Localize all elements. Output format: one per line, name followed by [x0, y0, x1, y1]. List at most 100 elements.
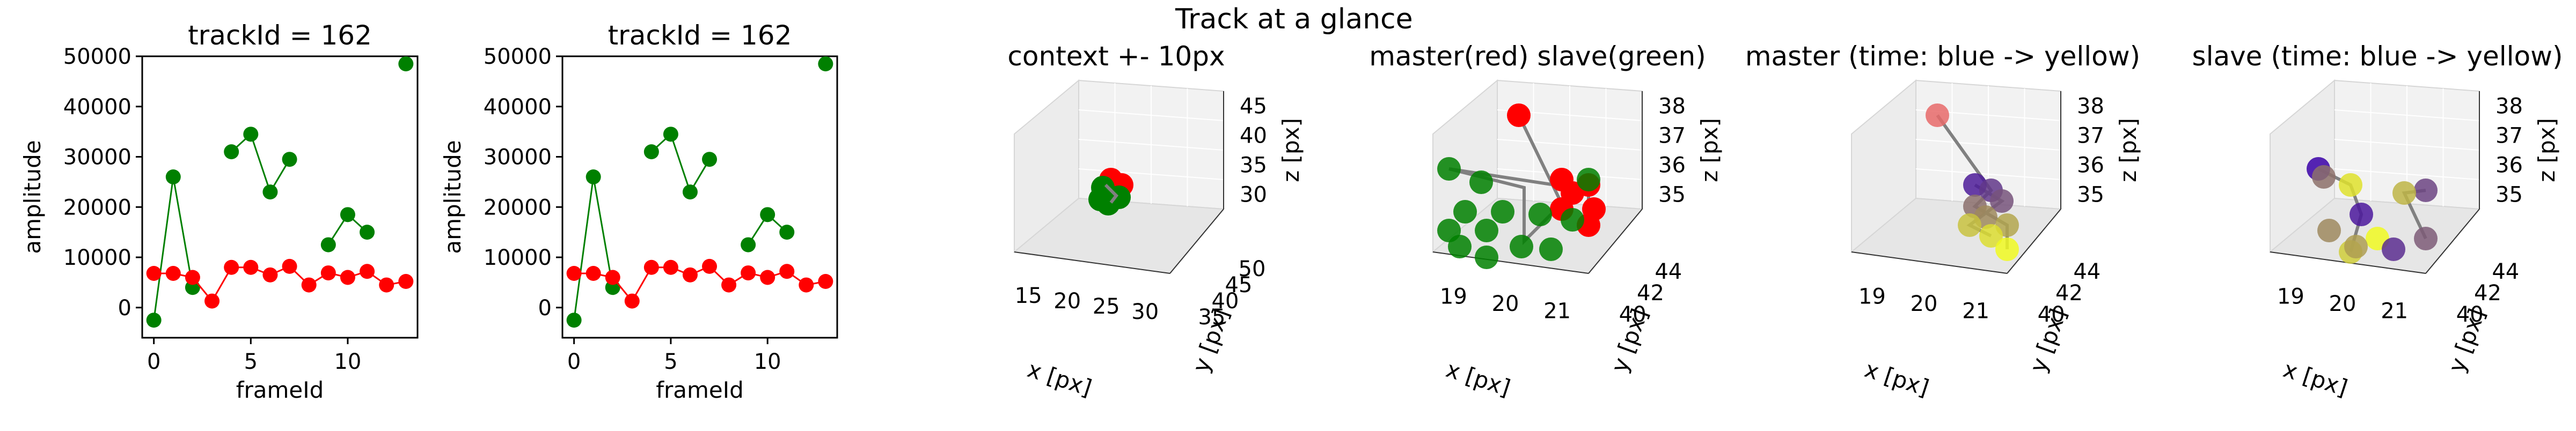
- chart-title: master(red) slave(green): [1369, 41, 1706, 72]
- z-tick-label: 35: [2077, 183, 2104, 207]
- x-tick-label: 10: [334, 350, 361, 374]
- series-line-green: [231, 132, 290, 194]
- data-point-green: [741, 237, 756, 252]
- x-axis-line: [1851, 251, 2008, 274]
- y-tick-label: 20000: [63, 195, 131, 220]
- x-axis-label: x [px]: [1024, 356, 1095, 401]
- plot-frame: [141, 55, 419, 339]
- data-point-green: [340, 207, 355, 222]
- data-point-red: [204, 293, 220, 309]
- slave-point: [2414, 227, 2438, 250]
- slave-point: [1448, 235, 1472, 258]
- x-tick-label: 25: [1093, 294, 1120, 319]
- x-tick-label: 10: [754, 350, 781, 374]
- y-tick-label: 42: [1637, 281, 1664, 306]
- chart-title: trackId = 162: [608, 20, 792, 51]
- y-axis-label: amplitude: [19, 140, 46, 254]
- z-axis-label: z [px]: [2115, 118, 2141, 182]
- z-tick-label: 45: [1240, 94, 1267, 119]
- y-axis-line: [1588, 209, 1643, 274]
- slave-point: [1475, 219, 1498, 242]
- amplitude-plot-2: trackId = 162 frameId amplitude 0 5 10 0 10000 2…: [440, 20, 838, 403]
- data-point-red: [340, 270, 355, 285]
- x-tick-label: 5: [664, 350, 677, 374]
- z-tick-label: 37: [1658, 124, 1686, 148]
- slave-point: [1453, 200, 1477, 224]
- 3d-plot-3: master (time: blue -> yellow) 19 20 21 x [px…: [1745, 41, 2141, 401]
- z-axis-label: z [px]: [1696, 118, 1723, 182]
- x-tick-label: 5: [244, 350, 258, 374]
- y-axis-line: [1169, 209, 1224, 274]
- data-point-green: [282, 152, 297, 167]
- slave-point: [1469, 170, 1493, 194]
- master-point: [1979, 224, 2003, 248]
- data-point-green: [262, 184, 278, 200]
- data-point-red: [721, 277, 737, 293]
- x-axis-line: [1014, 251, 1170, 274]
- z-tick-label: 38: [1658, 94, 1686, 119]
- x-axis-label: x [px]: [2280, 356, 2351, 401]
- x-tick-label: 20: [1911, 292, 1938, 316]
- data-point-green: [243, 127, 259, 142]
- data-point-red: [243, 259, 259, 275]
- data-point-red: [224, 259, 239, 275]
- master-point: [1990, 189, 2014, 213]
- x-tick-label: 21: [1543, 299, 1571, 323]
- x-tick-label: 19: [2277, 285, 2304, 309]
- chart-title: context +- 10px: [1007, 41, 1225, 72]
- z-tick-label: 40: [1240, 124, 1267, 148]
- y-tick-label: 30000: [63, 145, 131, 170]
- data-point-red: [379, 277, 394, 293]
- z-tick-label: 35: [1240, 153, 1267, 178]
- data-point-red: [663, 259, 678, 275]
- slave-point: [1510, 235, 1533, 258]
- amplitude-plot-1: trackId = 162 frameId amplitude 0 5 10 0 10000 2…: [19, 20, 419, 403]
- z-tick-label: 30: [1240, 183, 1267, 207]
- data-point-green: [165, 169, 181, 184]
- z-tick-label: 38: [2496, 94, 2523, 119]
- track-line: [1104, 183, 1118, 204]
- y-axis-label: y [px]: [2443, 305, 2490, 376]
- y-tick-label: 30000: [484, 145, 552, 170]
- y-tick-label: 44: [2073, 259, 2101, 284]
- data-point-red: [605, 270, 620, 285]
- chart-title: slave (time: blue -> yellow): [2192, 41, 2563, 72]
- x-axis-label: frameId: [236, 377, 324, 403]
- x-tick-label: 20: [1053, 289, 1081, 314]
- slave-point: [2312, 165, 2336, 189]
- master-point: [1582, 197, 1606, 221]
- data-point-green: [682, 184, 698, 200]
- y-tick-label: 45: [1225, 273, 1253, 298]
- figure-suptitle: Track at a glance: [1175, 3, 1413, 35]
- master-point: [1926, 103, 1949, 127]
- y-tick-label: 40: [1212, 289, 1239, 314]
- y-tick-label: 20000: [484, 195, 552, 220]
- y-tick-label: 0: [118, 296, 131, 321]
- data-point-green: [224, 144, 239, 160]
- y-tick-label: 42: [2474, 281, 2501, 306]
- y-tick-label: 0: [538, 296, 552, 321]
- y-tick-label: 40: [1619, 302, 1646, 327]
- x-tick-label: 30: [1131, 300, 1159, 324]
- y-tick-label: 44: [2492, 259, 2519, 284]
- grid-line: [2334, 109, 2480, 121]
- data-point-green: [760, 207, 775, 222]
- slave-point: [2339, 173, 2362, 197]
- plot-frame: [561, 55, 838, 339]
- z-axis-label: z [px]: [1278, 118, 1304, 182]
- data-point-green: [360, 225, 375, 240]
- data-point-green: [779, 225, 795, 240]
- y-axis-line: [2007, 209, 2061, 274]
- x-tick-label: 0: [567, 350, 581, 374]
- data-point-red: [818, 274, 833, 289]
- y-tick-label: 40: [2038, 302, 2065, 327]
- data-point-red: [282, 258, 297, 274]
- context-points: [1088, 168, 1133, 216]
- data-point-green: [818, 56, 833, 72]
- x-tick-label: 21: [1962, 299, 1989, 323]
- data-point-red: [741, 265, 756, 281]
- master-slave-points: [1437, 103, 1606, 269]
- data-point-red: [586, 266, 601, 281]
